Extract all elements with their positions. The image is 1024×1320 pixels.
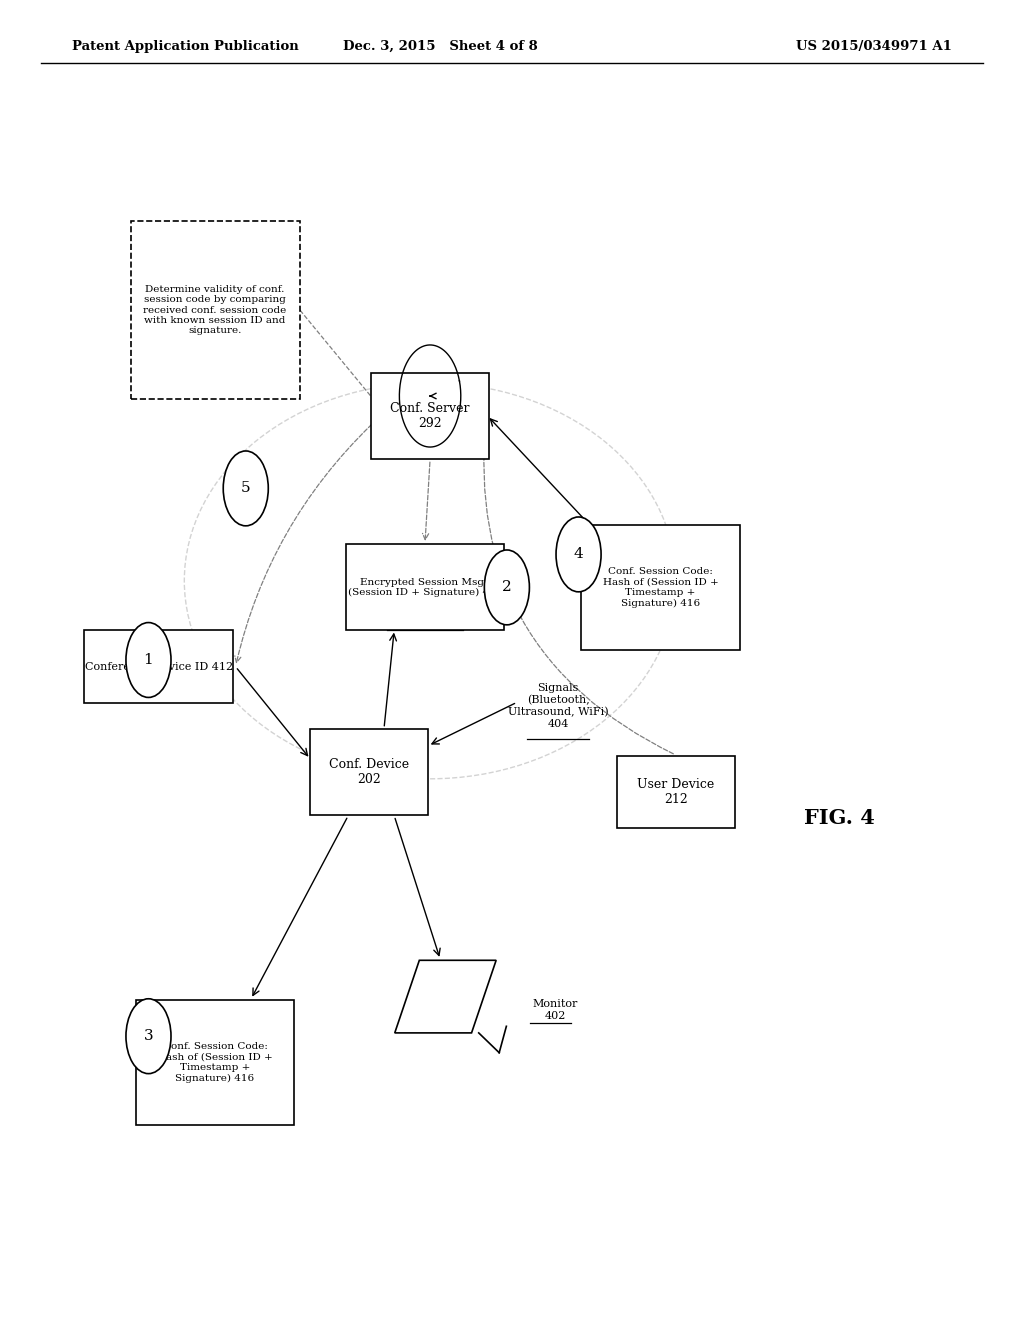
Ellipse shape: [556, 517, 601, 591]
Ellipse shape: [223, 451, 268, 525]
Ellipse shape: [484, 550, 529, 624]
FancyBboxPatch shape: [309, 729, 428, 816]
Text: Dec. 3, 2015   Sheet 4 of 8: Dec. 3, 2015 Sheet 4 of 8: [343, 40, 538, 53]
Text: Determine validity of conf.
session code by comparing
received conf. session cod: Determine validity of conf. session code…: [143, 285, 287, 335]
FancyBboxPatch shape: [135, 1001, 295, 1125]
Text: Conf. Session Code:
Hash of (Session ID +
Timestamp +
Signature) 416: Conf. Session Code: Hash of (Session ID …: [602, 568, 719, 607]
Text: FIG. 4: FIG. 4: [804, 808, 876, 829]
Text: 2: 2: [502, 581, 512, 594]
Text: US 2015/0349971 A1: US 2015/0349971 A1: [797, 40, 952, 53]
Text: Monitor
402: Monitor 402: [532, 999, 578, 1020]
Text: 4: 4: [573, 548, 584, 561]
Ellipse shape: [126, 999, 171, 1073]
FancyBboxPatch shape: [131, 220, 299, 399]
FancyBboxPatch shape: [582, 524, 739, 649]
Ellipse shape: [126, 623, 171, 697]
Text: Conf. Device
202: Conf. Device 202: [329, 758, 409, 787]
Text: Signals
(Bluetooth,
Ultrasound, WiFi)
404: Signals (Bluetooth, Ultrasound, WiFi) 40…: [508, 684, 608, 729]
Text: 5: 5: [241, 482, 251, 495]
FancyBboxPatch shape: [84, 631, 232, 704]
Text: Conf. Server
292: Conf. Server 292: [390, 401, 470, 430]
Text: Conf. Session Code:
Hash of (Session ID +
Timestamp +
Signature) 416: Conf. Session Code: Hash of (Session ID …: [157, 1043, 273, 1082]
Text: Encrypted Session Msg.:
(Session ID + Signature) 414: Encrypted Session Msg.: (Session ID + Si…: [348, 578, 502, 597]
Text: 3: 3: [143, 1030, 154, 1043]
Text: Patent Application Publication: Patent Application Publication: [72, 40, 298, 53]
Text: 1: 1: [143, 653, 154, 667]
FancyBboxPatch shape: [616, 755, 735, 829]
FancyBboxPatch shape: [371, 372, 489, 458]
Text: User Device
212: User Device 212: [637, 777, 715, 807]
FancyBboxPatch shape: [345, 544, 504, 630]
Text: Conference Device ID 412: Conference Device ID 412: [85, 661, 232, 672]
